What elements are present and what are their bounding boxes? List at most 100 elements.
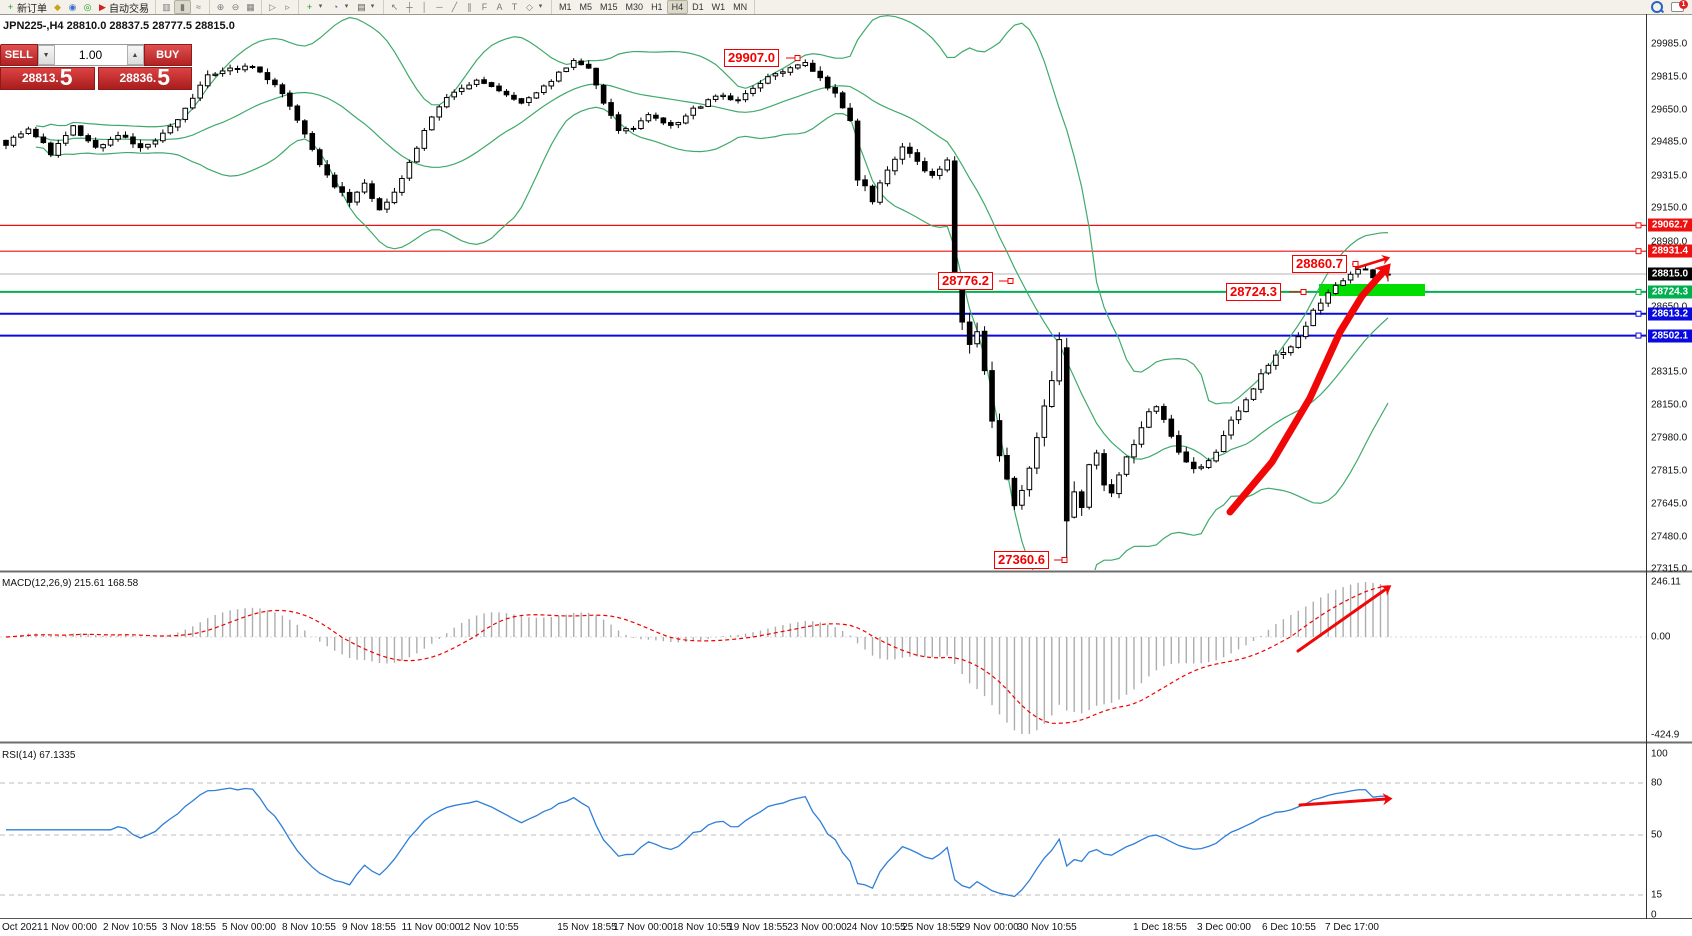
- toolbar-right: 1: [1651, 0, 1692, 13]
- rsi-line: [6, 787, 1388, 898]
- toolbar-group-chart-mode: ▥ ▮ ≈: [156, 0, 210, 14]
- text-button[interactable]: A: [492, 1, 507, 13]
- sell-price-pips: 5: [59, 64, 73, 90]
- shapes-icon: ◇: [526, 2, 533, 12]
- annotation-handle[interactable]: [1352, 261, 1359, 267]
- price-annotation-29907.0[interactable]: 29907.0: [724, 49, 779, 67]
- chevron-down-icon: ▾: [318, 3, 323, 10]
- price-axis-tick: 29315.0: [1651, 170, 1688, 182]
- annotation-handle[interactable]: [1061, 557, 1068, 563]
- time-axis-label: 11 Nov 00:00: [401, 922, 461, 933]
- annotation-handle[interactable]: [1007, 278, 1014, 284]
- trendline-button[interactable]: ╱: [447, 1, 462, 13]
- time-axis-label: Oct 2021: [2, 922, 43, 933]
- timeframe-m1-button[interactable]: M1: [559, 2, 572, 12]
- rsi-arrow[interactable]: [1298, 797, 1388, 807]
- new-chart-button[interactable]: ◆: [50, 1, 65, 13]
- horizontal-line-button[interactable]: ─: [432, 1, 447, 13]
- line-chart-button[interactable]: ≈: [191, 1, 206, 13]
- breakout-arrow[interactable]: [1354, 257, 1387, 270]
- autotrade-button[interactable]: ▶ 自动交易: [95, 1, 152, 15]
- indicators-button[interactable]: + ▾: [302, 1, 328, 13]
- timeframe-w1-button[interactable]: W1: [711, 2, 726, 12]
- bar-chart-button[interactable]: ▥: [159, 1, 174, 13]
- zoom-in-button[interactable]: ⊕: [213, 1, 228, 13]
- annotation-handle[interactable]: [794, 55, 801, 61]
- periods-button[interactable]: ◔ ▾: [328, 1, 354, 13]
- volume-increase-button[interactable]: ▲: [126, 45, 144, 65]
- chevron-down-icon: ▾: [538, 3, 543, 10]
- buy-button[interactable]: BUY: [143, 44, 192, 66]
- fibonacci-button[interactable]: F: [477, 1, 492, 13]
- notifications-icon[interactable]: 1: [1671, 0, 1688, 12]
- new-order-label: 新订单: [17, 3, 47, 15]
- profile-button[interactable]: ◉: [65, 1, 80, 13]
- time-axis-label: 17 Nov 00:00: [613, 922, 673, 933]
- cursor-button[interactable]: ↖: [387, 1, 402, 13]
- annotation-handle[interactable]: [1300, 289, 1307, 295]
- timeframe-h1-button[interactable]: H1: [651, 2, 663, 12]
- shapes-button[interactable]: ◇ ▾: [522, 1, 548, 13]
- line-handle[interactable]: [1635, 222, 1642, 229]
- support-zone-rect[interactable]: [1319, 284, 1425, 296]
- timeframe-m15-button[interactable]: M15: [600, 2, 618, 12]
- price-axis-tick: 29650.0: [1651, 104, 1688, 116]
- line-handle[interactable]: [1635, 288, 1642, 295]
- macd-signal-line: [5, 585, 1389, 724]
- macd-pane: [0, 582, 1646, 734]
- sell-button[interactable]: SELL: [0, 44, 38, 66]
- timeframe-mn-button[interactable]: MN: [733, 2, 748, 12]
- search-icon[interactable]: [1651, 1, 1663, 13]
- price-annotation-28724.3[interactable]: 28724.3: [1226, 283, 1281, 301]
- price-annotation-28776.2[interactable]: 28776.2: [938, 272, 993, 290]
- vertical-line-button[interactable]: │: [417, 1, 432, 13]
- auto-scroll-icon: ▷: [269, 2, 276, 12]
- text-label-icon: T: [511, 2, 518, 12]
- auto-scroll-button[interactable]: ▷: [265, 1, 280, 13]
- rally-arrow[interactable]: [1226, 267, 1388, 516]
- tile-windows-button[interactable]: ▦: [243, 1, 258, 13]
- chart-shift-button[interactable]: ▹: [280, 1, 295, 13]
- candlestick-chart-button[interactable]: ▮: [174, 0, 191, 14]
- text-label-button[interactable]: T: [507, 1, 522, 13]
- toolbar-group-timeframes: M1 M5 M15 M30 H1 H4 D1 W1 MN: [552, 0, 756, 14]
- sell-price-box[interactable]: 28813. 5: [0, 64, 95, 90]
- timeframe-m5-button[interactable]: M5: [579, 2, 593, 12]
- toolbar-left-icons: ◆ ◉ ◎: [50, 1, 95, 13]
- price-annotation-28860.7[interactable]: 28860.7: [1292, 255, 1347, 273]
- level-price-label: 28502.1: [1648, 329, 1692, 343]
- macd-arrow[interactable]: [1296, 587, 1388, 653]
- notification-badge: 1: [1679, 0, 1688, 9]
- timeframe-h4-button[interactable]: H4: [666, 0, 689, 14]
- line-handle[interactable]: [1635, 248, 1642, 255]
- toolbar-group-zoom: ⊕ ⊖ ▦: [210, 0, 262, 14]
- volume-decrease-button[interactable]: ▼: [37, 45, 55, 65]
- zoom-in-icon: ⊕: [216, 2, 225, 12]
- crosshair-button[interactable]: ┼: [402, 1, 417, 13]
- new-order-button[interactable]: + 新订单: [3, 1, 50, 15]
- timeframe-d1-button[interactable]: D1: [692, 2, 704, 12]
- rsi-axis-tick: 100: [1651, 748, 1668, 760]
- profile-icon: ◉: [68, 2, 77, 12]
- price-annotation-27360.6[interactable]: 27360.6: [994, 551, 1049, 569]
- templates-button[interactable]: ▤ ▾: [354, 1, 380, 13]
- rsi-label: RSI(14) 67.1335: [2, 750, 76, 761]
- volume-input[interactable]: [54, 45, 127, 65]
- line-handle[interactable]: [1635, 332, 1642, 339]
- current-price-label: 28815.0: [1648, 267, 1692, 281]
- rsi-axis-tick: 15: [1651, 889, 1663, 901]
- price-axis-tick: 29485.0: [1651, 136, 1688, 148]
- toolbar-group-main: + 新订单 ◆ ◉ ◎ ▶ 自动交易: [0, 0, 156, 15]
- buy-price-box[interactable]: 28836. 5: [97, 66, 192, 90]
- zoom-out-button[interactable]: ⊖: [228, 1, 243, 13]
- timeframe-m30-button[interactable]: M30: [625, 2, 644, 12]
- one-click-trade-panel: SELL ▼ ▲ BUY 28813. 5 28836. 5: [0, 44, 192, 90]
- price-axis-tick: 28150.0: [1651, 399, 1688, 411]
- bollinger-lower-band: [35, 106, 1389, 570]
- time-axis-label: 7 Dec 17:00: [1325, 922, 1379, 933]
- equidistant-channel-button[interactable]: ∥: [462, 1, 477, 13]
- chevron-down-icon: ▾: [370, 3, 375, 10]
- signals-button[interactable]: ◎: [80, 1, 95, 13]
- line-handle[interactable]: [1635, 310, 1642, 317]
